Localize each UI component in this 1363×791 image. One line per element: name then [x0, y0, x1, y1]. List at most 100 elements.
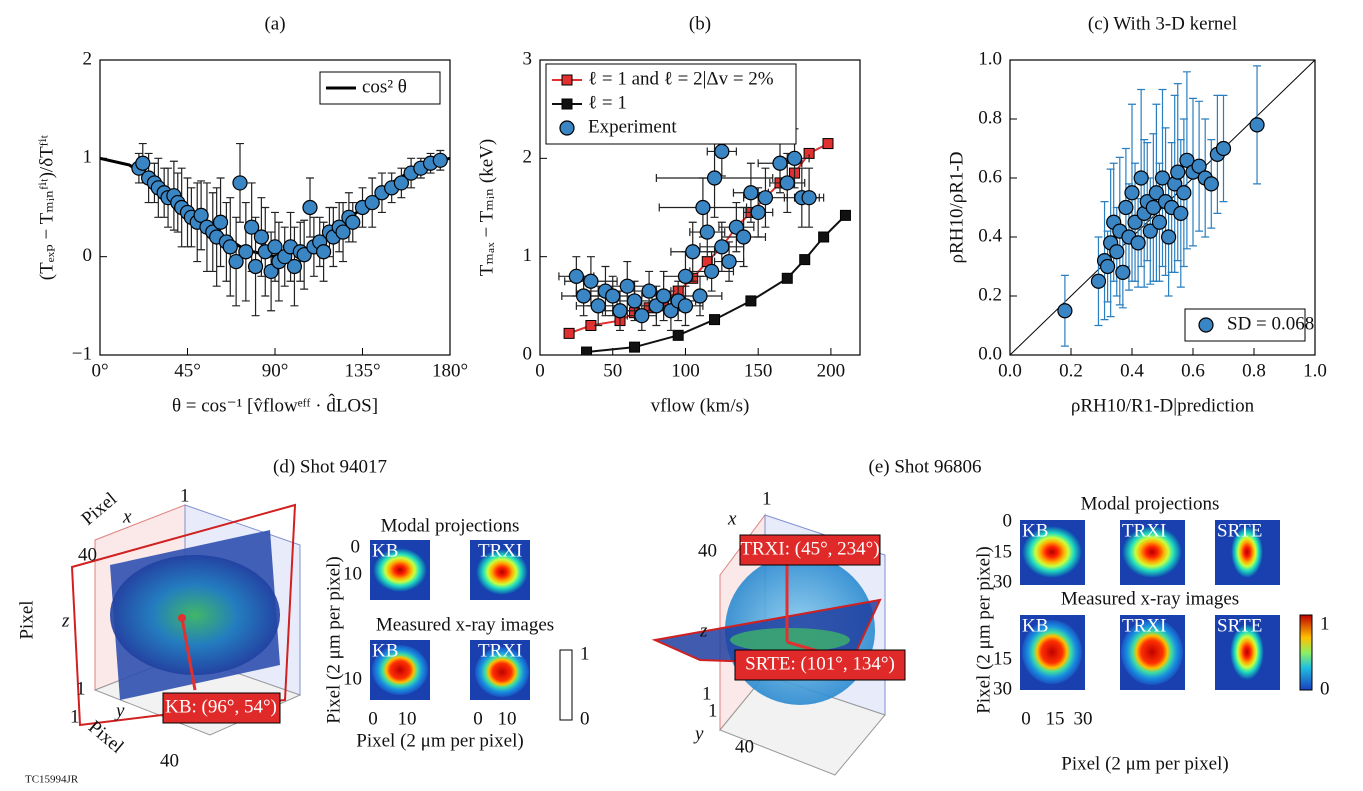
marker: [253, 229, 269, 245]
marker: [335, 224, 351, 240]
cube-label: 1: [762, 488, 772, 509]
x-tick-label: 0.6: [1181, 360, 1205, 381]
colorbar-tick: 1: [1320, 613, 1330, 634]
marker: [576, 288, 592, 304]
plot-area: [1057, 65, 1265, 347]
measured-title: Measured x-ray images: [376, 614, 554, 635]
cube-label: 1: [702, 683, 712, 704]
marker: [745, 295, 757, 307]
marker: [238, 244, 254, 260]
tick-label: 0: [368, 708, 378, 729]
marker: [656, 288, 672, 304]
x-tick-label: 50: [603, 360, 622, 381]
marker: [736, 229, 752, 245]
marker: [1179, 152, 1195, 168]
cube-label: y: [693, 723, 704, 744]
x-tick-label: 0.8: [1242, 360, 1266, 381]
marker: [247, 258, 264, 275]
marker: [709, 314, 721, 326]
x-tick-label: 0.4: [1120, 360, 1144, 381]
colorbar-tick: 0: [1320, 678, 1330, 699]
marker: [801, 190, 817, 206]
callout: TRXI: (45°, 234°): [740, 538, 879, 559]
legend-marker: [561, 74, 573, 86]
colorbar-tick: 0: [580, 708, 590, 729]
marker: [839, 209, 851, 221]
x-tick-label: 200: [817, 360, 846, 381]
y-axis-label: (Tₑₓₚ − Tₘᵢₙᶠⁱᵗ)/δTᶠⁱᵗ: [36, 134, 57, 280]
y-tick-label: 0.8: [978, 107, 1002, 128]
tick-label: 0: [1021, 708, 1031, 729]
view-label: KB: [372, 540, 398, 561]
marker: [1176, 185, 1192, 201]
marker: [1118, 199, 1134, 216]
tick-label: 10: [398, 708, 417, 729]
marker: [1142, 223, 1158, 239]
view-label: TRXI: [1122, 615, 1166, 636]
plot-frame: [1009, 59, 1316, 356]
tick-label: 10: [343, 563, 362, 584]
legend-marker: [1198, 317, 1214, 333]
marker: [799, 254, 811, 266]
y-tick-label: 1: [83, 147, 93, 168]
marker: [1160, 229, 1177, 245]
axis-label: Pixel (2 μm per pixel): [1061, 753, 1228, 774]
images-e: [1020, 520, 1313, 691]
y-tick-label: 1.0: [978, 48, 1002, 69]
legend-label: ℓ = 1: [588, 92, 627, 113]
plot-frame: [539, 59, 861, 356]
marker: [685, 244, 701, 260]
marker: [822, 138, 834, 150]
cube-label: Pixel: [78, 489, 121, 530]
modal-title: Modal projections: [381, 515, 520, 536]
legend-label: Experiment: [588, 116, 677, 137]
marker: [721, 253, 737, 270]
marker: [1124, 185, 1140, 201]
callout: KB: (96°, 54°): [165, 696, 277, 717]
chart-title: (a): [264, 13, 285, 34]
y-tick-label: 0.2: [978, 284, 1002, 305]
tick-label: 30: [1074, 708, 1093, 729]
measured-title: Measured x-ray images: [1061, 588, 1239, 609]
view-label: TRXI: [478, 540, 522, 561]
cube-label: 1: [70, 706, 80, 727]
y-tick-label: 2: [83, 48, 93, 69]
legend-marker: [559, 120, 575, 136]
marker: [1215, 140, 1232, 157]
cube-label: 40: [78, 544, 97, 565]
marker: [619, 278, 635, 294]
figure-id: TC15994JR: [25, 774, 79, 786]
cube-label: Pixel: [16, 600, 37, 639]
y-tick-label: 0.4: [978, 225, 1002, 246]
x-tick-label: 45°: [174, 360, 201, 381]
marker: [1127, 214, 1143, 230]
marker: [296, 247, 312, 263]
y-tick-label: −1: [72, 343, 92, 364]
x-tick-label: 0: [535, 360, 545, 381]
marker: [345, 214, 361, 230]
y-tick-label: 2: [523, 147, 533, 168]
x-tick-label: 1.0: [1303, 360, 1327, 381]
y-tick-label: 0.0: [978, 343, 1002, 364]
legend-label: ℓ = 1 and ℓ = 2|Δv = 2%: [588, 68, 774, 89]
view-label: SRTE: [1217, 520, 1262, 541]
x-axis-label: ρRH10/R1-D|prediction: [1071, 395, 1255, 416]
marker: [393, 175, 409, 191]
view-label: KB: [1022, 615, 1048, 636]
marker: [626, 293, 643, 309]
marker: [634, 308, 650, 324]
cube-label: Pixel: [84, 717, 127, 758]
plot-area: [100, 142, 450, 317]
tick-label: 15: [1046, 708, 1065, 729]
marker: [779, 175, 795, 191]
marker: [1249, 117, 1265, 133]
marker: [1057, 303, 1073, 319]
legend-label: cos² θ: [362, 76, 407, 97]
x-tick-label: 135°: [344, 360, 380, 381]
cube-label: 40: [698, 540, 717, 561]
tick-label: 0: [351, 536, 361, 557]
y-tick-label: 0.6: [978, 166, 1002, 187]
marker: [1145, 199, 1161, 216]
marker: [714, 143, 730, 160]
